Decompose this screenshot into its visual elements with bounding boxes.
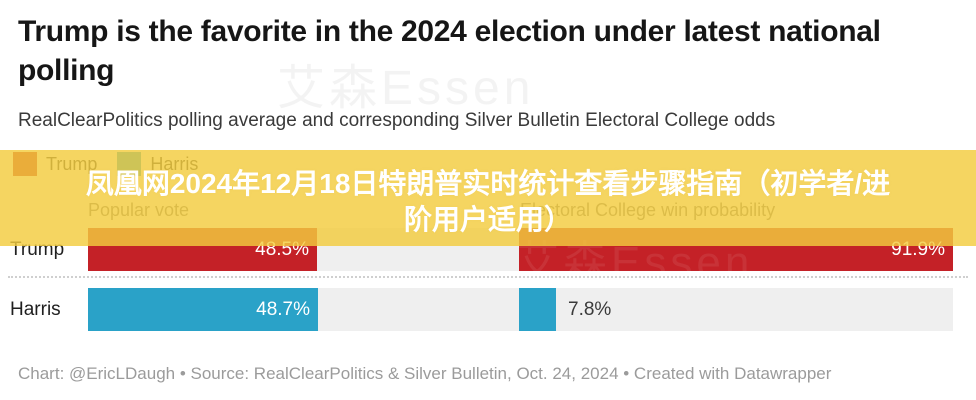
bar-electoral-college [519,288,556,331]
chart-row-harris: Harris 48.7% 7.8% [0,288,976,331]
overlay-banner-line1: 凤凰网2024年12月18日特朗普实时统计查看步骤指南（初学者/进 [85,168,891,199]
bar-popular-vote: 48.7% [88,288,318,331]
value-label: 48.7% [256,299,310,320]
row-label: Harris [10,299,61,320]
watermark-text: 艾森Essen [277,62,535,115]
row-separator-dotted [8,276,968,278]
chart-credit: Chart: @EricLDaugh • Source: RealClearPo… [18,364,832,383]
chart-subtitle: RealClearPolitics polling average and co… [18,110,776,131]
value-label: 7.8% [568,299,612,320]
bar-track: 48.7% 7.8% [88,288,953,331]
chart-title: Trump is the favorite in the 2024 electi… [18,15,881,87]
overlay-banner: 凤凰网2024年12月18日特朗普实时统计查看步骤指南（初学者/进 阶用户适用） [0,150,976,246]
overlay-banner-line2: 阶用户适用） [403,204,572,235]
